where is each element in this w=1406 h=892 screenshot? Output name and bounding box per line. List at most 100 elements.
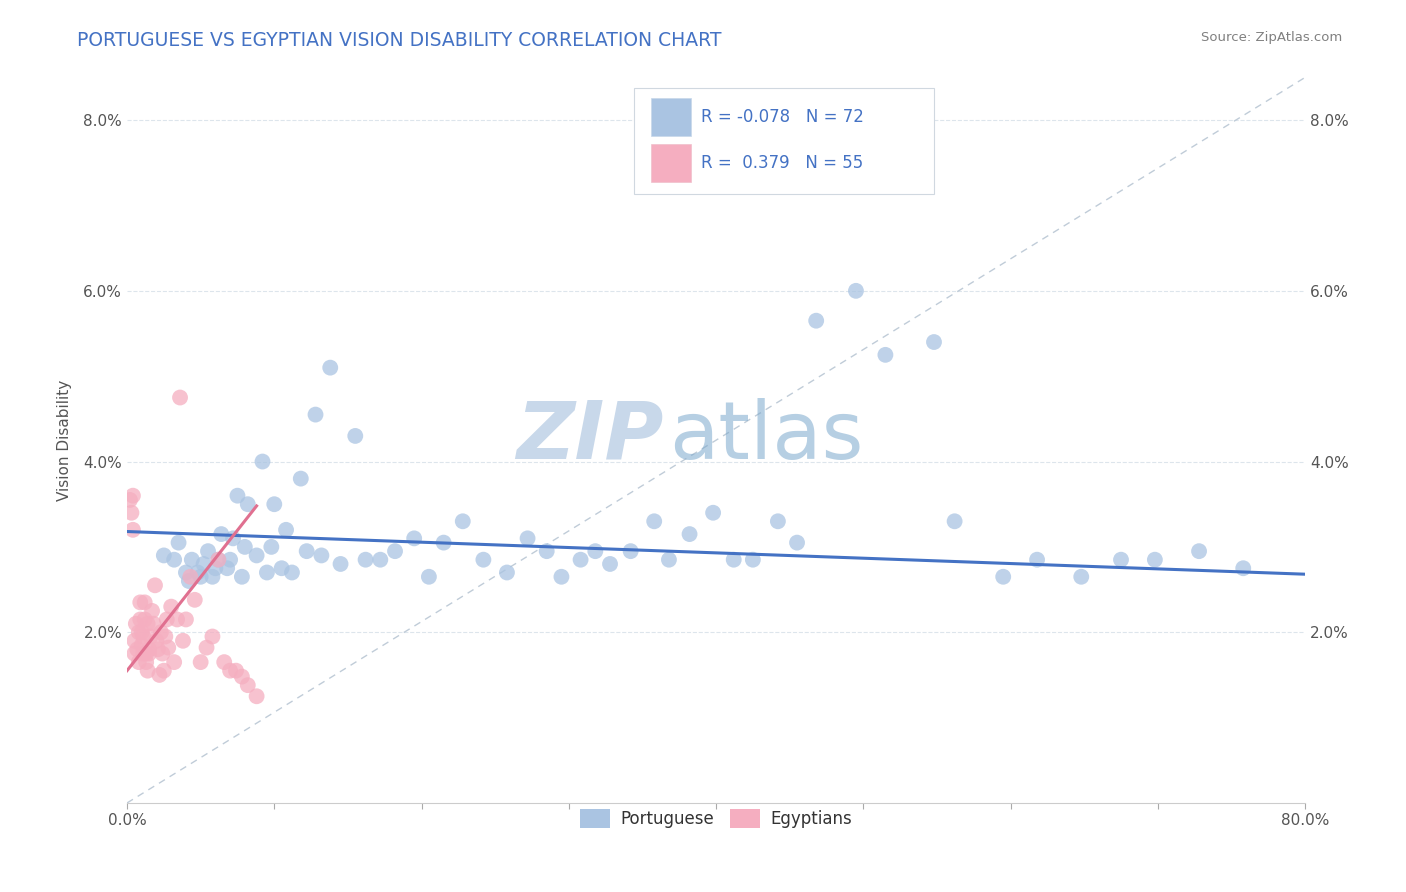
Point (236, 497, 259, 511)
Point (153, 549, 176, 563)
Point (157, 640, 180, 655)
Point (496, 566, 519, 580)
Point (1026, 552, 1049, 566)
Point (329, 557, 352, 571)
Point (217, 561, 239, 575)
Point (231, 570, 253, 584)
Point (201, 570, 224, 584)
Point (226, 489, 249, 503)
Point (943, 514, 966, 528)
Point (156, 612, 179, 626)
Text: ZIP: ZIP (516, 398, 664, 475)
Point (472, 552, 495, 566)
Point (404, 532, 426, 546)
Point (142, 616, 165, 631)
Point (124, 633, 146, 648)
Point (150, 647, 173, 661)
Point (167, 535, 190, 549)
Point (138, 642, 160, 657)
Point (190, 570, 212, 584)
Point (131, 638, 153, 652)
Point (658, 552, 681, 566)
Point (128, 655, 150, 669)
Point (207, 552, 229, 566)
Point (516, 532, 538, 546)
Point (136, 664, 159, 678)
Point (274, 523, 297, 537)
Point (1109, 552, 1132, 566)
Point (160, 599, 183, 614)
Point (875, 348, 897, 362)
Point (135, 647, 157, 661)
Point (1188, 544, 1211, 558)
Point (252, 454, 274, 468)
Point (599, 557, 621, 571)
Point (155, 630, 177, 644)
Point (124, 647, 146, 661)
Point (212, 655, 235, 669)
Point (129, 612, 152, 626)
Point (741, 552, 763, 566)
Point (806, 314, 828, 328)
Point (163, 655, 186, 669)
Point (418, 570, 440, 584)
Point (993, 570, 1015, 584)
Point (766, 514, 789, 528)
Point (197, 544, 219, 558)
Point (209, 527, 232, 541)
Point (122, 523, 145, 537)
Point (246, 549, 269, 563)
FancyBboxPatch shape (651, 98, 692, 136)
Point (295, 544, 318, 558)
Point (281, 566, 304, 580)
Point (127, 642, 149, 657)
Point (678, 527, 700, 541)
Point (184, 592, 207, 607)
Point (219, 552, 242, 566)
Point (145, 633, 167, 648)
Point (219, 664, 242, 678)
Point (354, 552, 377, 566)
Legend: Portuguese, Egyptians: Portuguese, Egyptians (574, 802, 859, 835)
Point (786, 535, 808, 549)
Point (153, 664, 176, 678)
FancyBboxPatch shape (651, 144, 692, 182)
Point (233, 540, 256, 554)
Point (583, 544, 606, 558)
Point (384, 544, 406, 558)
Point (207, 552, 229, 566)
Point (256, 566, 278, 580)
Point (131, 625, 153, 640)
Point (122, 489, 145, 503)
Point (1070, 570, 1092, 584)
Point (225, 664, 247, 678)
Point (723, 552, 745, 566)
Point (451, 514, 474, 528)
Point (129, 595, 152, 609)
Point (132, 647, 155, 661)
Point (118, 492, 141, 507)
Point (536, 544, 558, 558)
Point (222, 532, 245, 546)
Point (569, 552, 592, 566)
Point (120, 506, 142, 520)
Point (344, 429, 367, 443)
Text: atlas: atlas (669, 398, 863, 475)
Point (128, 625, 150, 640)
Point (304, 408, 326, 422)
Point (166, 612, 188, 626)
Point (136, 616, 159, 631)
Point (193, 557, 215, 571)
Point (169, 391, 191, 405)
Point (643, 514, 665, 528)
Point (149, 625, 172, 640)
Point (148, 668, 170, 682)
Point (368, 552, 391, 566)
Point (702, 506, 724, 520)
Point (177, 574, 200, 588)
Point (1232, 561, 1254, 575)
Point (231, 670, 253, 684)
Point (204, 561, 226, 575)
Point (139, 630, 162, 644)
Y-axis label: Vision Disability: Vision Disability (58, 380, 72, 500)
